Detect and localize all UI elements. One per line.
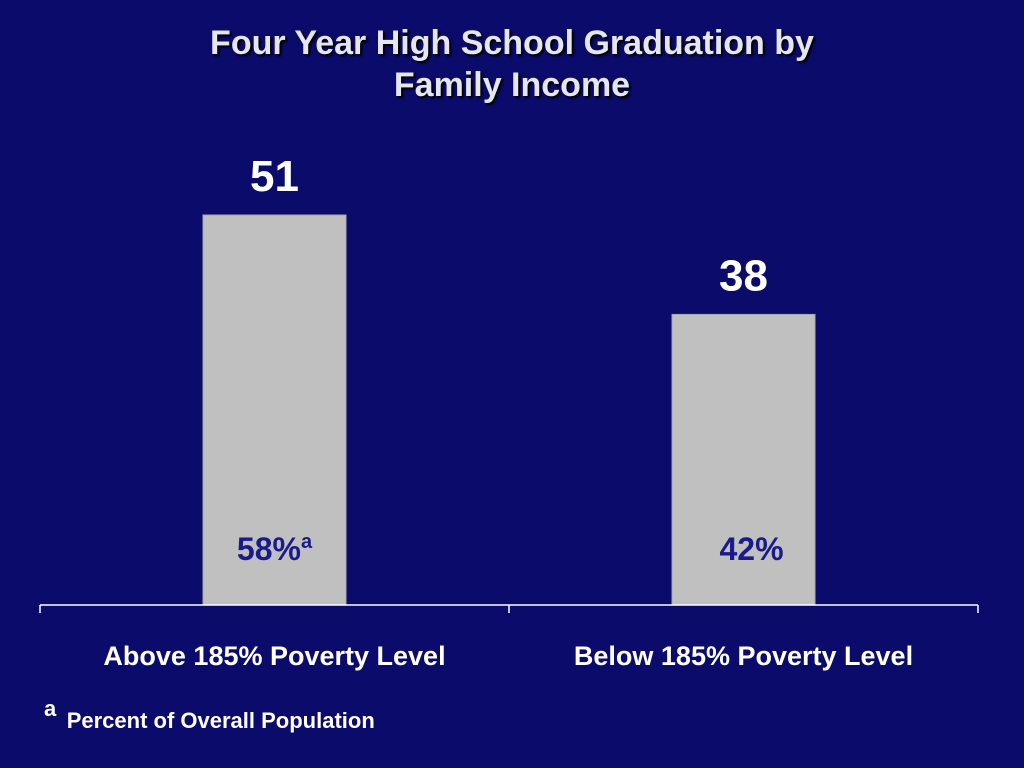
category-label-2: Below 185% Poverty Level: [574, 641, 913, 671]
chart-title: Four Year High School Graduation by Fami…: [0, 22, 1024, 106]
footnote-mark: a: [44, 696, 57, 721]
data-label-1: 51: [250, 152, 299, 201]
inner-label-2: 42%: [719, 531, 783, 567]
chart-title-line-1: Four Year High School Graduation by: [210, 24, 814, 62]
chart-title-line-2: Family Income: [393, 66, 631, 104]
footnote: a Percent of Overall Population: [44, 694, 375, 733]
footnote-text: Percent of Overall Population: [66, 708, 375, 733]
inner-label-1: 58%a: [237, 531, 313, 567]
bar-2: [671, 313, 816, 606]
category-label-1: Above 185% Poverty Level: [103, 641, 445, 671]
data-label-2: 38: [719, 251, 768, 300]
bar-1: [202, 214, 347, 606]
